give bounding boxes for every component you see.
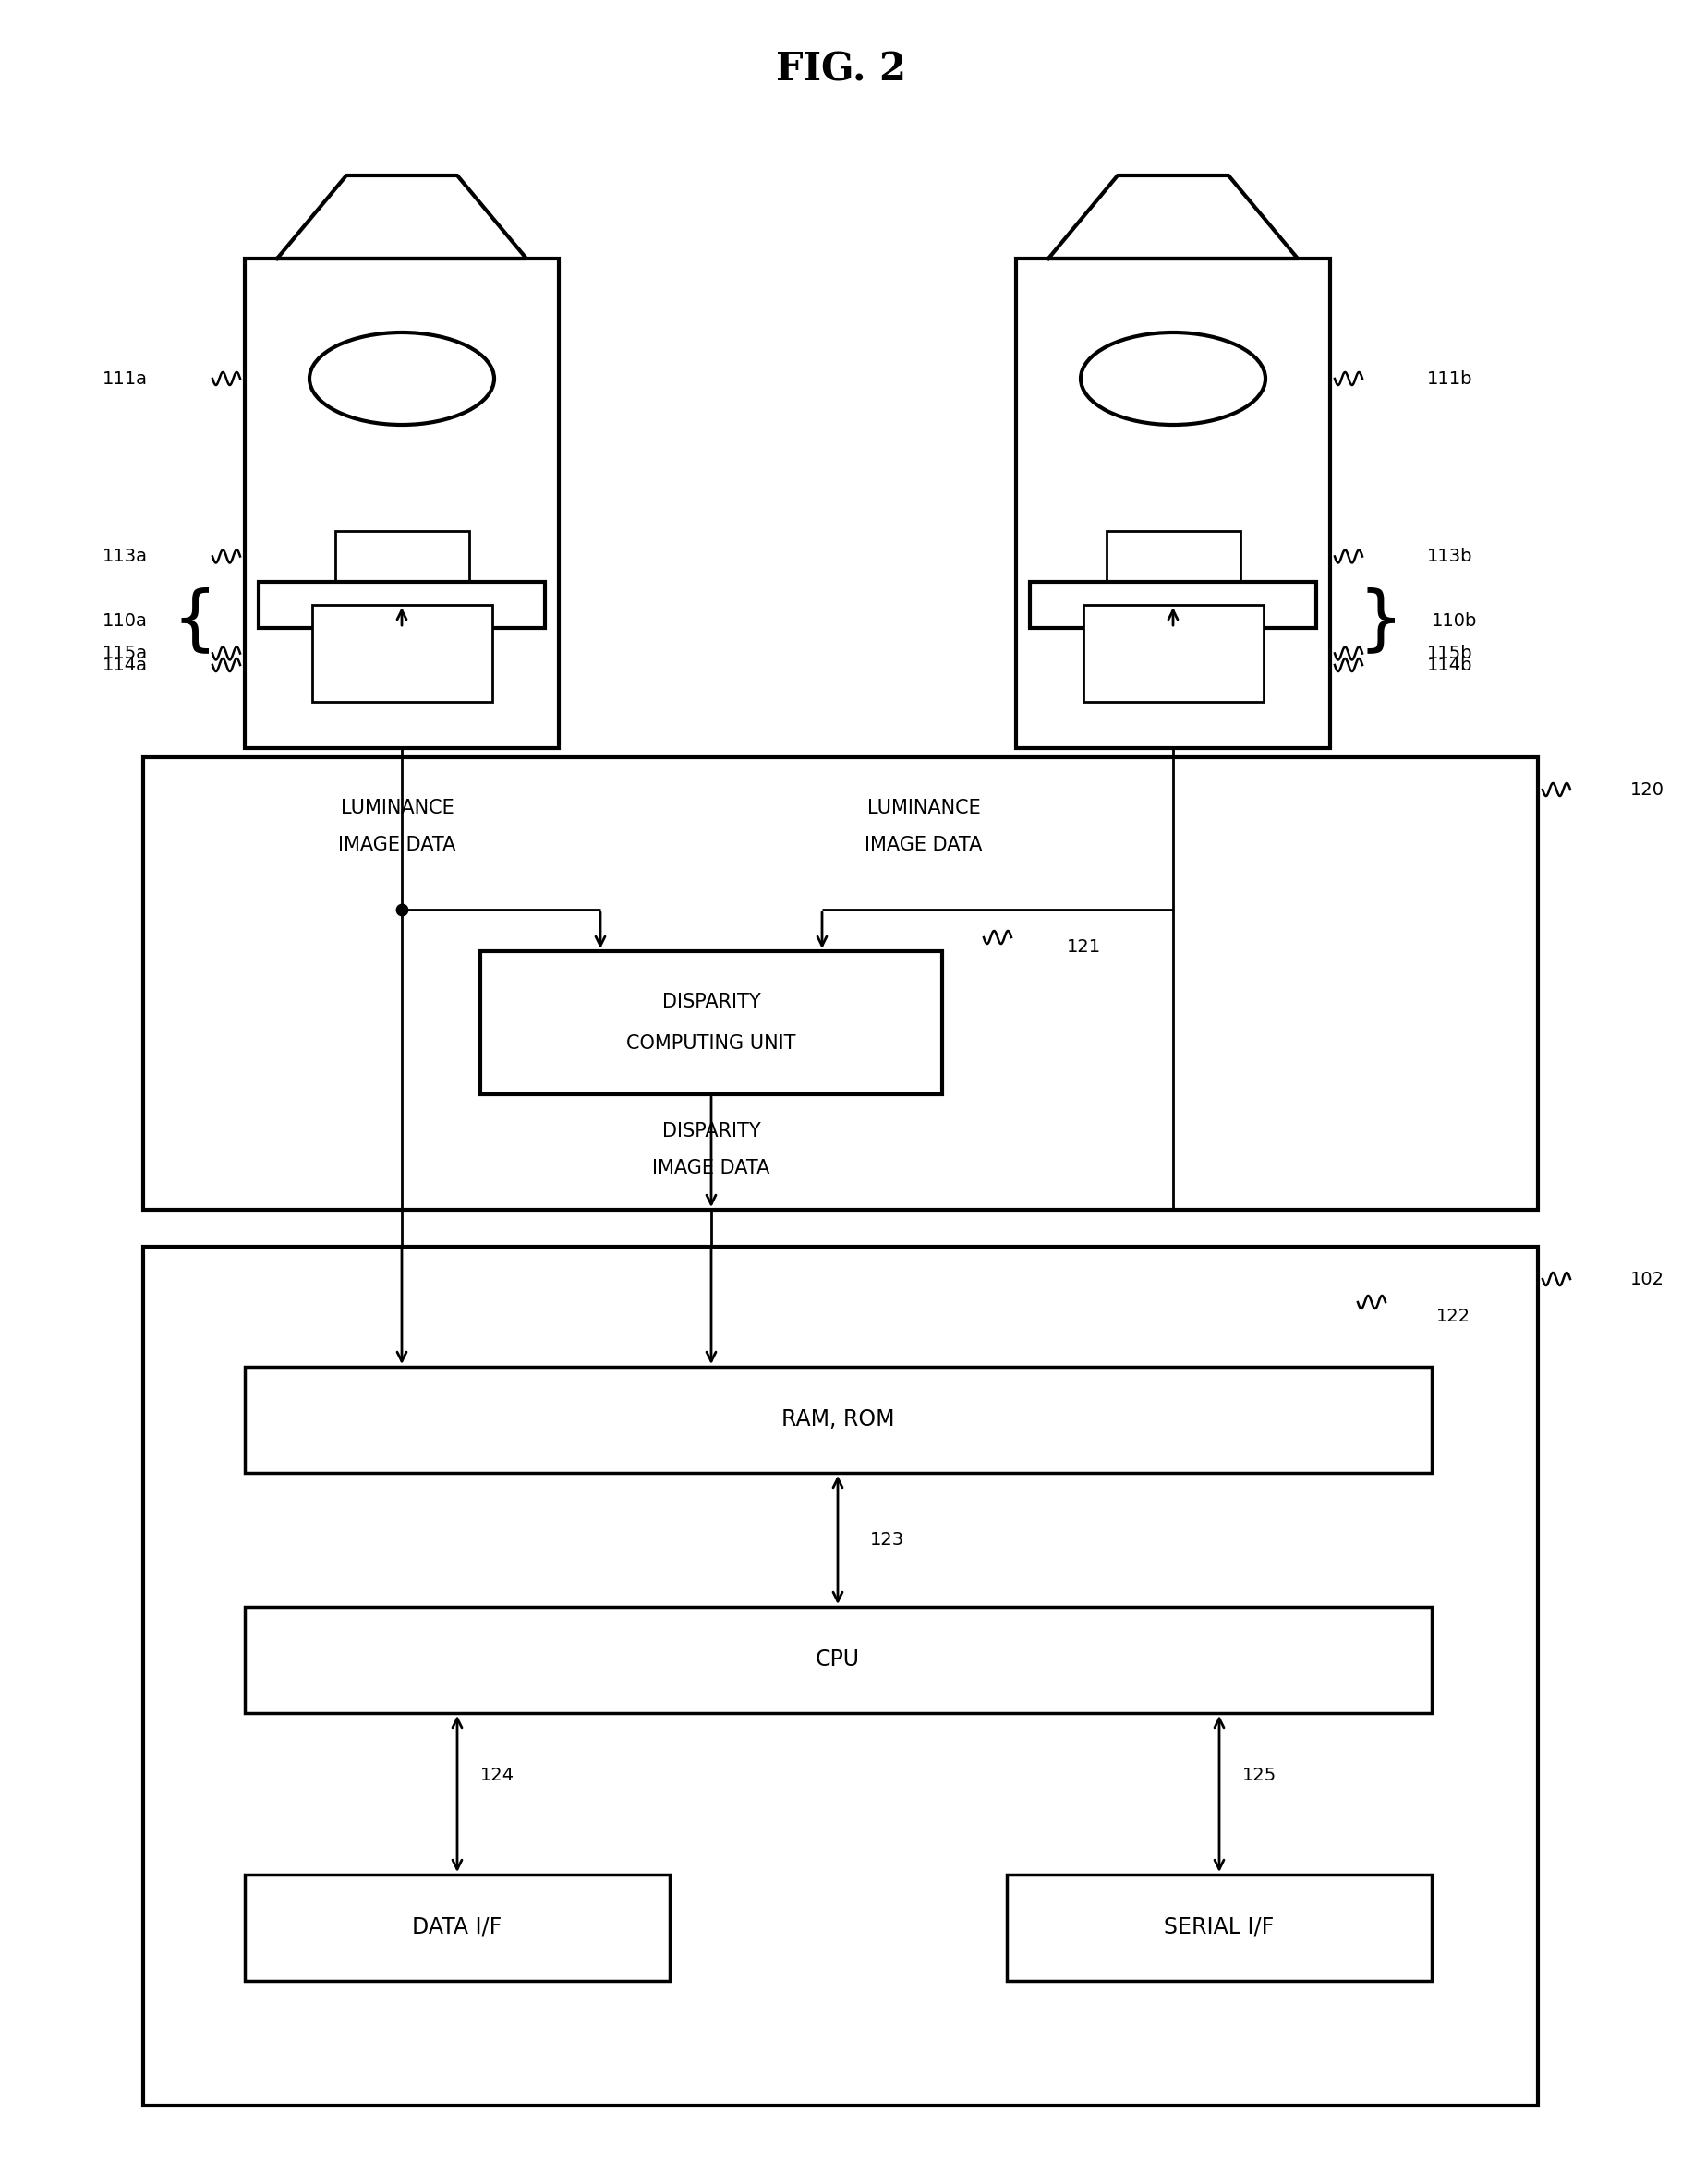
Text: 111b: 111b [1426,369,1473,387]
Bar [335,531,469,581]
Text: RAM, ROM: RAM, ROM [780,1409,895,1431]
Text: 125: 125 [1243,1767,1277,1784]
Bar [1029,581,1317,629]
Text: 115a: 115a [103,644,148,662]
Text: 113a: 113a [103,548,148,566]
Text: IMAGE DATA: IMAGE DATA [865,836,982,854]
Bar [246,1874,669,1981]
Text: COMPUTING UNIT: COMPUTING UNIT [626,1035,796,1053]
Text: 102: 102 [1630,1271,1665,1289]
Bar [143,758,1537,1210]
Text: 121: 121 [1066,937,1102,954]
Text: DISPARITY: DISPARITY [663,994,760,1011]
Text: IMAGE DATA: IMAGE DATA [653,1160,770,1177]
Bar [143,1247,1537,2105]
Text: 113b: 113b [1426,548,1473,566]
Bar [1008,1874,1431,1981]
Text: LUMINANCE: LUMINANCE [866,799,981,817]
Bar [481,952,942,1094]
Text: FIG. 2: FIG. 2 [775,50,905,90]
Bar [313,605,493,701]
Bar [246,1367,1431,1472]
Text: CPU: CPU [816,1649,860,1671]
Ellipse shape [309,332,495,426]
Bar [1083,605,1263,701]
Bar [259,581,545,629]
Bar [246,258,558,747]
Text: {: { [172,587,217,655]
Text: DISPARITY: DISPARITY [663,1123,760,1140]
Text: 120: 120 [1630,782,1665,799]
Text: 114a: 114a [103,655,148,673]
Ellipse shape [1082,332,1265,426]
Bar [1016,258,1330,747]
Text: LUMINANCE: LUMINANCE [340,799,454,817]
Text: 114b: 114b [1426,655,1473,673]
Text: SERIAL I/F: SERIAL I/F [1164,1915,1275,1939]
Text: 115b: 115b [1426,644,1473,662]
Text: IMAGE DATA: IMAGE DATA [338,836,456,854]
Text: 124: 124 [481,1767,515,1784]
Bar [1107,531,1241,581]
Text: 110b: 110b [1431,612,1477,629]
Text: 123: 123 [870,1531,905,1548]
Text: DATA I/F: DATA I/F [412,1915,503,1939]
Text: 111a: 111a [103,369,148,387]
Text: 122: 122 [1436,1308,1470,1326]
Text: }: } [1357,587,1403,655]
Text: 110a: 110a [103,612,148,629]
Bar [246,1607,1431,1712]
